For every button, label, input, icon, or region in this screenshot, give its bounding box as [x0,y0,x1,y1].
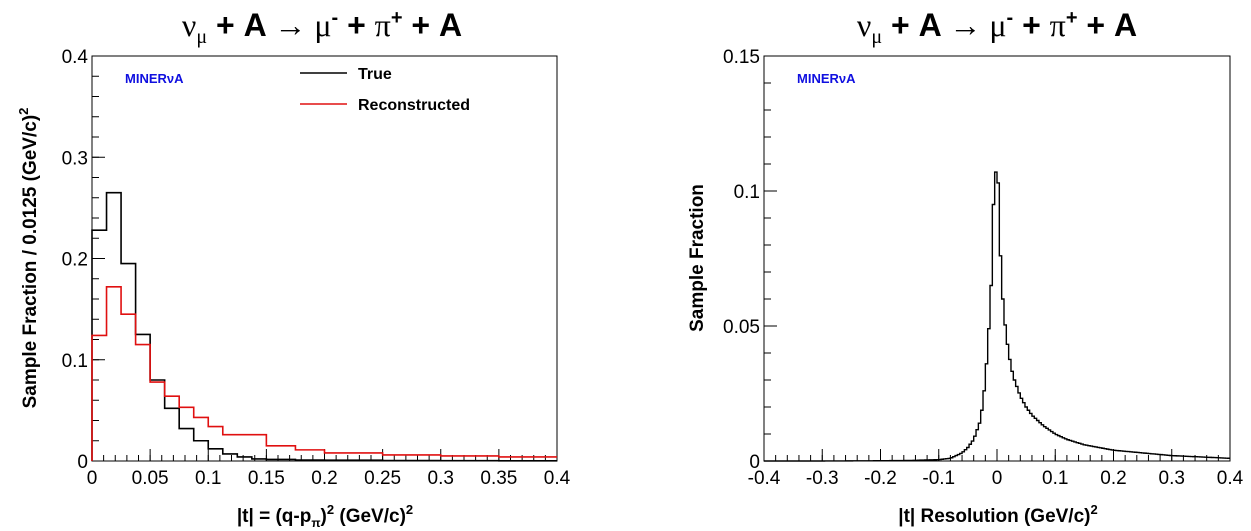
right-tick-labels: -0.4 -0.3 -0.2 -0.1 0 0.1 0.2 0.3 0.4 0 0.05 0.1 0.1… [723,47,1244,489]
right-plot-frame [763,55,1231,462]
right-y-tick-label: 0.1 [734,182,760,203]
left-experiment-label: MINERνA [125,71,184,86]
right-x-tick-label: -0.2 [864,468,897,489]
left-x-tick-label: 0.05 [132,468,169,489]
right-series [764,171,1230,462]
left-plot-frame [91,55,558,462]
left-x-tick-label: 0 [87,468,98,489]
right-x-tick-label: 0.3 [1159,468,1185,489]
right-experiment-label: MINERνA [797,71,856,86]
left-x-tick-label: 0.1 [195,468,221,489]
left-x-axis-label: |t| = (q-pπ)2 (GeV/c)2 [237,502,413,530]
right-y-axis-label: Sample Fraction [687,184,708,332]
left-y-tick-label: 0 [77,452,88,473]
left-x-tick-label: 0.2 [311,468,337,489]
right-y-tick-label: 0.05 [723,317,760,338]
right-x-tick-label: 0.2 [1100,468,1126,489]
left-y-tick-label: 0.3 [62,148,88,169]
left-y-tick-label: 0.1 [62,351,88,372]
left-x-tick-label: 0.15 [248,468,285,489]
left-x-tick-label: 0.25 [364,468,401,489]
left-y-tick-label: 0.2 [62,250,88,271]
right-y-tick-label: 0.15 [723,47,760,68]
left-y-axis-label: Sample Fraction / 0.0125 (GeV/c)2 [16,108,41,409]
legend-label-true: True [358,66,392,83]
right-x-tick-label: -0.1 [922,468,955,489]
legend-label-reconstructed: Reconstructed [358,97,470,114]
series-true-histogram [91,191,557,462]
right-x-axis-label: |t| Resolution (GeV/c)2 [898,502,1097,527]
left-tick-marks [91,55,558,462]
left-series [91,191,557,462]
right-chart: νμ + A → μ- + π+ + A -0.4 -0.3 -0.2 -0.1 0 0.… [687,7,1244,527]
left-legend: True Reconstructed [300,66,470,114]
right-chart-title: νμ + A → μ- + π+ + A [857,7,1137,48]
series-resolution-histogram [764,171,1230,462]
right-y-tick-label: 0 [749,452,760,473]
left-x-tick-label: 0.4 [544,468,571,489]
left-x-tick-label: 0.3 [428,468,454,489]
right-x-tick-label: 0.1 [1042,468,1068,489]
right-x-tick-label: -0.3 [806,468,839,489]
right-x-tick-label: 0 [992,468,1003,489]
right-x-tick-label: -0.4 [748,468,781,489]
left-x-tick-label: 0.35 [480,468,517,489]
left-chart-title: νμ + A → μ- + π+ + A [182,7,462,48]
series-reconstructed-histogram [91,286,557,461]
left-chart: νμ + A → μ- + π+ + A 0 0.05 0.1 0.15 0.2 0.25… [16,7,571,530]
right-tick-marks [763,55,1231,462]
left-tick-labels: 0 0.05 0.1 0.15 0.2 0.25 0.3 0.35 0.4 0 0.1 0.2 0.3 0… [62,47,571,489]
left-y-tick-label: 0.4 [62,47,89,68]
right-x-tick-label: 0.4 [1217,468,1244,489]
